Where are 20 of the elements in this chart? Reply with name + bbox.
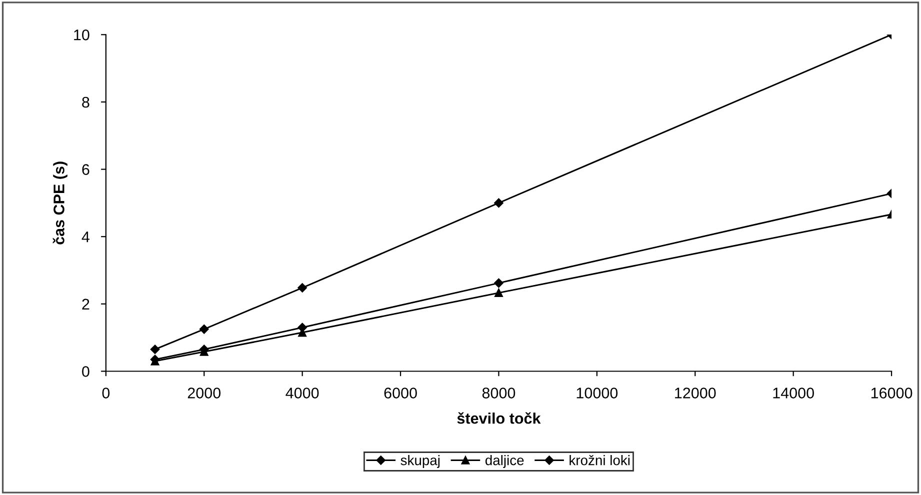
x-tick-label: 10000 <box>576 388 618 398</box>
legend-label: daljice <box>485 455 524 468</box>
y-tick-label: 10 <box>74 30 90 40</box>
x-tick-label: 12000 <box>675 388 716 398</box>
x-tick-label: 2000 <box>188 388 221 398</box>
legend-label: skupaj <box>400 455 440 468</box>
y-tick-label: 8 <box>82 96 90 108</box>
x-tick-label: 4000 <box>286 388 319 398</box>
y-tick-label: 0 <box>82 366 90 377</box>
legend-label: krožni loki <box>570 454 630 466</box>
x-tick-label: 8000 <box>482 388 516 398</box>
x-axis-title: število točk <box>457 412 541 424</box>
y-tick-label: 2 <box>82 298 90 310</box>
x-tick-label: 14000 <box>773 388 814 398</box>
y-tick-label: 6 <box>82 164 90 175</box>
x-tick-label: 6000 <box>384 388 417 398</box>
x-tick-label: 0 <box>102 388 110 398</box>
y-tick-label: 4 <box>82 232 90 242</box>
x-tick-label: 16000 <box>871 388 912 398</box>
y-axis-title: čas CPE (s) <box>52 162 68 244</box>
